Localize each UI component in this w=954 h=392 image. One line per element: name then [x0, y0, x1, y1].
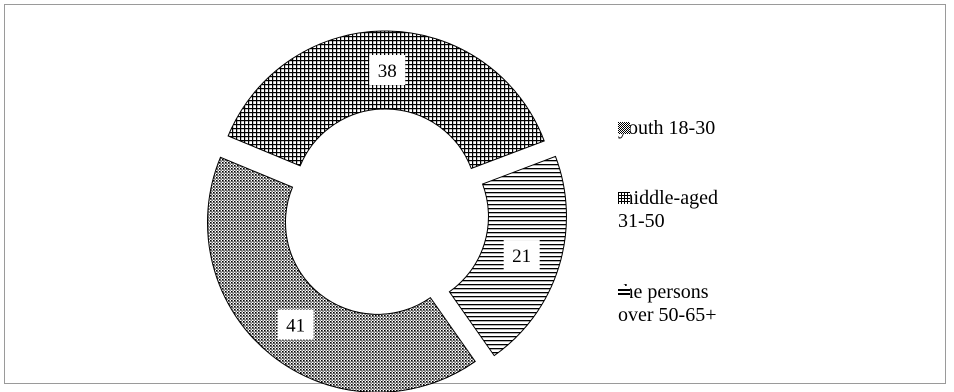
legend-swatch [618, 192, 630, 204]
legend-label: middle-aged 31-50 [618, 187, 718, 232]
legend-swatch [618, 122, 630, 134]
legend-item: youth 18-30 [618, 117, 715, 140]
data-label-box [369, 55, 406, 86]
donut-slice [207, 156, 476, 392]
legend-label: the persons over 50-65+ [618, 281, 717, 326]
data-label: 41 [277, 309, 314, 340]
data-label: 38 [369, 55, 406, 86]
legend-item: middle-aged 31-50 [618, 187, 718, 233]
data-label-box [503, 240, 540, 271]
chart-legend: youth 18-30 middle-aged 31-50 the persons … [618, 0, 918, 392]
data-label-box [277, 309, 314, 340]
data-label-text: 41 [286, 316, 305, 337]
data-label-text: 38 [378, 61, 397, 82]
legend-item: the persons over 50-65+ [618, 281, 716, 327]
legend-label: youth 18-30 [618, 117, 716, 139]
legend-swatch [618, 286, 630, 298]
data-label-text: 21 [512, 246, 531, 267]
data-label: 21 [503, 240, 540, 271]
donut-slice [227, 30, 545, 170]
